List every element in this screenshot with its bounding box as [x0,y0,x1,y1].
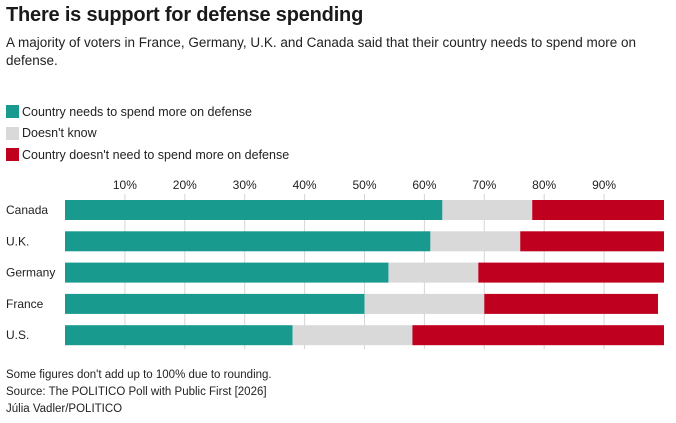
legend: Country needs to spend more on defense D… [6,101,289,166]
segment-dont-know [442,200,533,220]
category-label: U.S. [6,328,29,342]
segment-dont-know [430,231,521,252]
x-tick-label: 30% [233,178,257,192]
segment-spend-more [65,262,389,283]
legend-swatch-dont-know [6,126,19,140]
x-tick-label: 50% [352,178,376,192]
chart-subtitle: A majority of voters in France, Germany,… [6,35,637,68]
rounding-note: Some figures don't add up to 100% due to… [6,369,272,381]
segment-spend-more [65,200,443,220]
x-tick-label: 60% [412,178,436,192]
x-tick-label: 70% [472,178,496,192]
legend-item-dont-know: Doesn't know [6,123,289,145]
segment-dont-need [412,325,664,346]
segment-dont-need [520,231,664,252]
segment-dont-need [478,262,664,283]
segment-spend-more [65,325,293,346]
x-tick-label: 90% [592,178,616,192]
source-line: Source: The POLITICO Poll with Public Fi… [6,386,267,398]
legend-item-dont-need: Country doesn't need to spend more on de… [6,144,289,166]
x-tick-label: 20% [173,178,197,192]
legend-label-dont-know: Doesn't know [22,126,97,141]
footer: Some figures don't add up to 100% due to… [6,367,272,418]
legend-swatch-spend-more [6,105,19,119]
legend-swatch-dont-need [6,148,19,162]
segment-spend-more [65,231,431,252]
segment-dont-know [388,262,479,283]
legend-label-spend-more: Country needs to spend more on defense [22,104,253,119]
stacked-bar-chart: 10% 20% 30% 40% 50% 60% 70% 80% 90% Canada U.K. Ger… [6,178,664,350]
legend-label-dont-need: Country doesn't need to spend more on de… [22,147,290,162]
segment-dont-know [292,325,413,346]
credit-line: Júlia Vadler/POLITICO [6,403,123,415]
x-tick-label: 80% [532,178,556,192]
segment-spend-more [65,293,365,314]
x-tick-label: 40% [293,178,317,192]
category-label: U.K. [6,234,29,248]
chart-title: There is support for defense spending [6,4,364,26]
segment-dont-need [484,293,659,314]
category-label: Canada [6,203,48,217]
x-tick-label: 10% [113,178,137,192]
category-label: France [6,297,44,311]
legend-item-spend-more: Country needs to spend more on defense [6,101,289,123]
category-label: Germany [6,266,55,280]
segment-dont-need [532,200,664,220]
segment-dont-know [364,293,485,314]
